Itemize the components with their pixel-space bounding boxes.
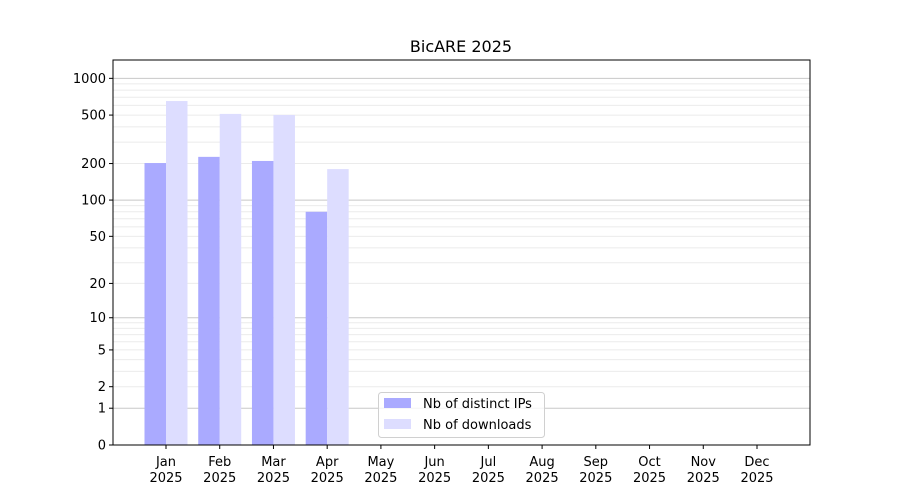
- legend-label: Nb of distinct IPs: [423, 397, 532, 412]
- x-tick-label-year: 2025: [579, 471, 612, 486]
- y-tick-label: 200: [81, 157, 106, 172]
- legend-swatch: [384, 398, 411, 408]
- x-tick-label-month: Dec: [744, 455, 769, 470]
- x-tick-label-year: 2025: [418, 471, 451, 486]
- y-tick-label: 2: [98, 380, 106, 395]
- bar-downloads: [327, 169, 349, 445]
- y-tick-label: 10: [89, 311, 106, 326]
- bar-distinct-ips: [144, 163, 166, 445]
- bars: [144, 101, 349, 446]
- x-tick-label-year: 2025: [526, 471, 559, 486]
- bar-distinct-ips: [251, 160, 274, 445]
- x-tick-label-month: May: [367, 455, 394, 470]
- x-axis: Jan2025Feb2025Mar2025Apr2025May2025Jun20…: [149, 445, 774, 486]
- y-axis: 0 1 2 5 10 20 50 100 200 500 1000: [73, 72, 113, 454]
- y-tick-label: 1000: [73, 72, 106, 87]
- legend: Nb of distinct IPs Nb of downloads: [378, 392, 545, 438]
- x-tick-label-year: 2025: [203, 471, 236, 486]
- legend-swatch: [384, 419, 411, 429]
- x-tick-label-year: 2025: [364, 471, 397, 486]
- bar-downloads: [273, 114, 295, 446]
- legend-label: Nb of downloads: [423, 418, 532, 433]
- x-tick-label-month: Apr: [316, 455, 339, 470]
- y-tick-label: 0: [98, 439, 106, 454]
- x-tick-label-month: Aug: [529, 455, 554, 470]
- bar-downloads: [166, 101, 188, 445]
- y-tick-label: 1: [98, 402, 106, 417]
- x-tick-label-year: 2025: [149, 471, 182, 486]
- x-tick-label-year: 2025: [472, 471, 505, 486]
- x-tick-label-month: Jan: [155, 455, 176, 470]
- x-tick-label-year: 2025: [687, 471, 720, 486]
- bar-downloads: [219, 113, 242, 445]
- axes-frame: [112, 59, 811, 446]
- y-tick-label: 100: [81, 194, 106, 209]
- x-tick-label-year: 2025: [311, 471, 344, 486]
- x-tick-label-month: Jul: [480, 455, 497, 470]
- x-tick-label-year: 2025: [633, 471, 666, 486]
- legend-box: [378, 392, 545, 438]
- x-tick-label-month: Jun: [423, 455, 444, 470]
- bar-distinct-ips: [305, 211, 328, 445]
- y-tick-label: 50: [89, 230, 106, 245]
- y-tick-label: 20: [89, 277, 106, 292]
- x-tick-label-year: 2025: [740, 471, 773, 486]
- y-tick-label: 5: [98, 343, 106, 358]
- x-tick-label-month: Oct: [638, 455, 660, 470]
- x-tick-label-month: Feb: [208, 455, 231, 470]
- x-tick-label-year: 2025: [257, 471, 290, 486]
- x-tick-label-month: Sep: [584, 455, 609, 470]
- x-tick-label-month: Mar: [261, 455, 286, 470]
- bar-distinct-ips: [198, 156, 220, 446]
- y-tick-label: 500: [81, 109, 106, 124]
- chart-title: BicARE 2025: [410, 37, 512, 56]
- x-tick-label-month: Nov: [691, 455, 717, 470]
